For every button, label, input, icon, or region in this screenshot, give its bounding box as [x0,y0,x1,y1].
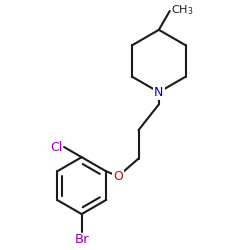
Text: O: O [113,170,123,183]
Text: N: N [154,86,164,99]
Text: CH$_3$: CH$_3$ [171,4,194,18]
Text: Br: Br [74,233,89,246]
Text: Cl: Cl [50,140,62,153]
